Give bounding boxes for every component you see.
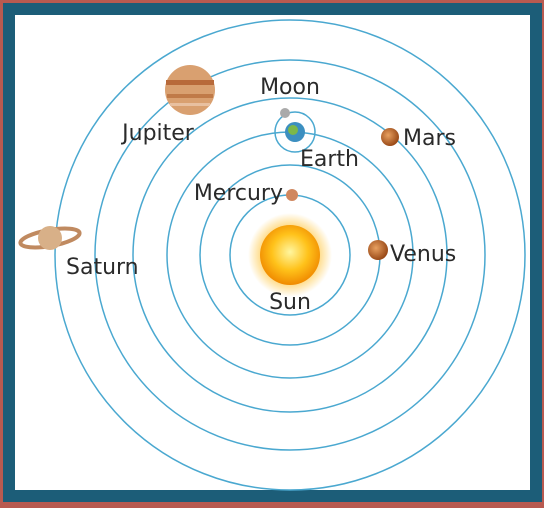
label: Mars bbox=[403, 126, 456, 151]
label: Moon bbox=[260, 75, 320, 100]
label: Sun bbox=[269, 290, 311, 315]
label: Venus bbox=[390, 242, 456, 267]
venus bbox=[368, 240, 388, 260]
solar-system-diagram: Moon Jupiter Mars Earth Mercury Saturn V… bbox=[0, 0, 544, 508]
label: Saturn bbox=[66, 255, 139, 280]
label: Jupiter bbox=[120, 121, 195, 146]
label: Mercury bbox=[194, 181, 283, 206]
jupiter bbox=[165, 65, 215, 115]
label: Earth bbox=[300, 147, 359, 172]
mars bbox=[381, 128, 399, 146]
mercury bbox=[286, 189, 298, 201]
moon bbox=[280, 108, 290, 118]
sun bbox=[260, 225, 320, 285]
earth-land bbox=[288, 125, 298, 135]
